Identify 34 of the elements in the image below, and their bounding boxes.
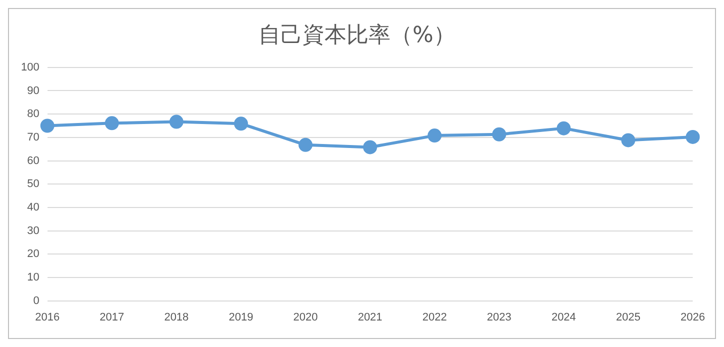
- x-tick-label: 2018: [164, 311, 189, 324]
- x-tick-label: 2019: [228, 311, 254, 324]
- x-tick-label: 2017: [100, 311, 124, 324]
- point: [556, 121, 571, 136]
- x-tick-label: 2021: [358, 311, 382, 324]
- x-tick-label: 2026: [680, 311, 706, 324]
- x-tick-label: 2023: [486, 311, 512, 324]
- y-tick-label: 0: [33, 294, 40, 307]
- point: [428, 128, 442, 143]
- y-tick-label: 30: [27, 224, 40, 237]
- x-tick-label: 2022: [422, 311, 447, 324]
- point: [492, 127, 506, 142]
- y-tick-label: 90: [27, 84, 40, 97]
- x-tick-label: 2025: [616, 311, 640, 324]
- point: [686, 130, 700, 144]
- x-tick-label: 2024: [551, 311, 576, 324]
- y-tick-label: 70: [27, 131, 40, 144]
- y-tick-label: 20: [27, 248, 40, 260]
- point: [234, 116, 248, 131]
- point: [621, 133, 636, 148]
- point: [298, 138, 313, 152]
- y-tick-label: 40: [27, 201, 40, 214]
- y-tick-label: 50: [27, 178, 40, 190]
- chart-title: 自己資本比率（%）: [258, 22, 456, 48]
- point: [169, 114, 184, 129]
- point: [40, 118, 54, 133]
- y-tick-label: 80: [27, 108, 40, 120]
- y-tick-label: 100: [20, 61, 40, 74]
- y-tick-label: 60: [27, 154, 40, 167]
- point: [104, 116, 119, 130]
- y-tick-label: 10: [27, 271, 40, 284]
- x-tick-label: 2020: [293, 311, 318, 324]
- x-tick-label: 2016: [35, 311, 60, 324]
- point: [363, 140, 378, 154]
